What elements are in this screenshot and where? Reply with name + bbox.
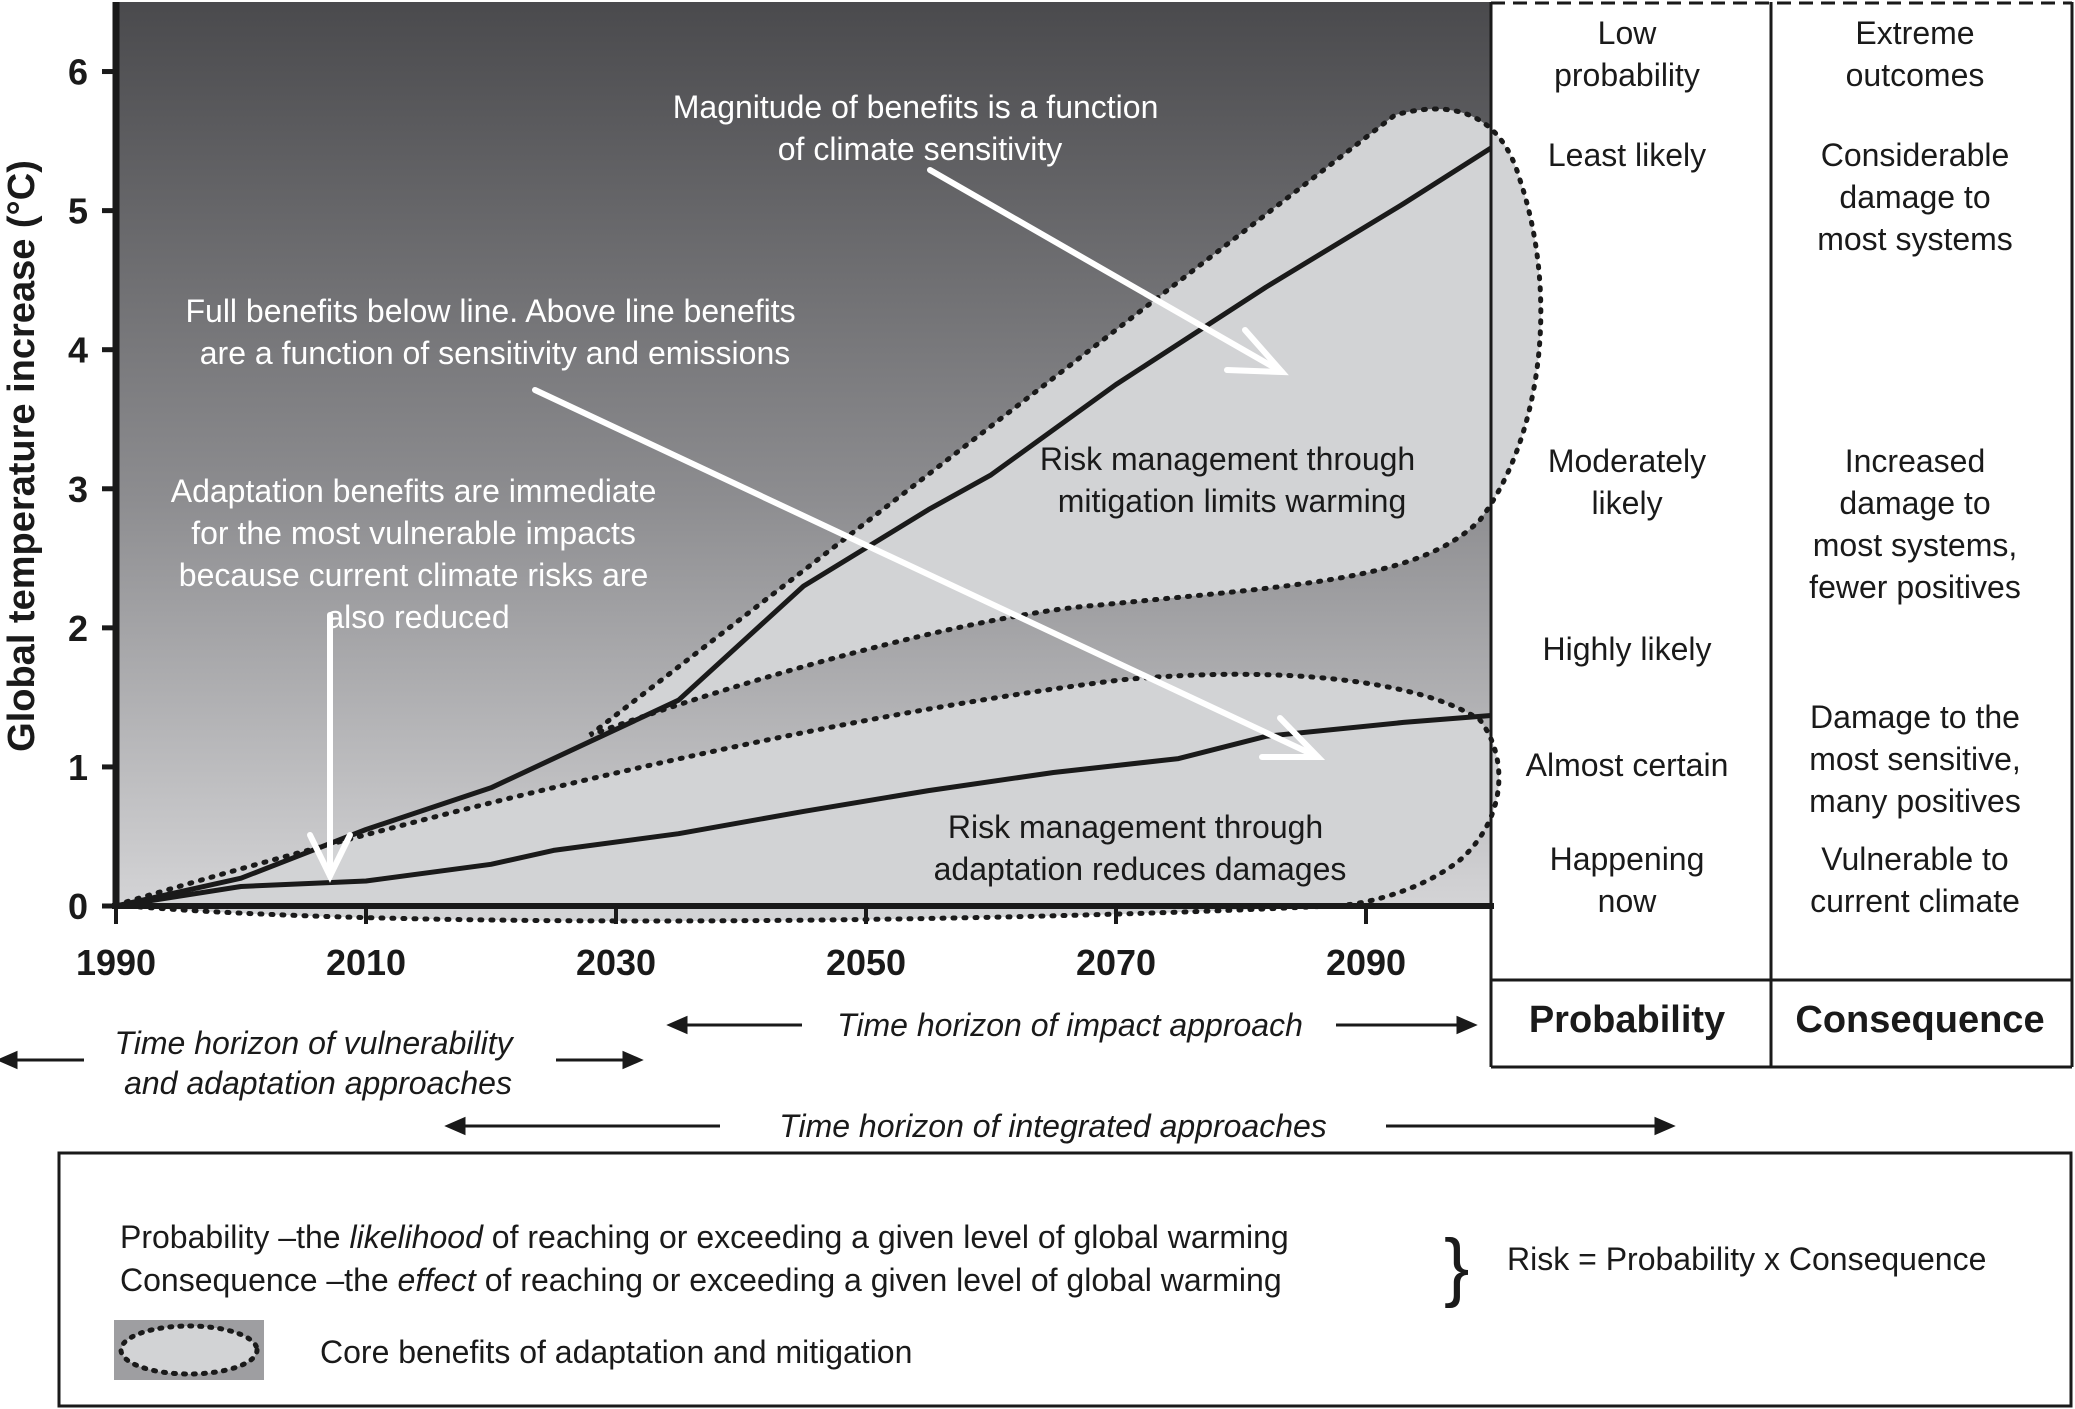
x-tick-label: 2010 (326, 942, 406, 983)
y-tick-label: 3 (68, 469, 88, 510)
time-horizons (0, 1015, 1676, 1136)
horizon-impact: Time horizon of impact approach (837, 1007, 1303, 1043)
consequence-cell: Vulnerable to current climate (1810, 841, 2020, 919)
legend-box: Probability –the likelihood of reaching … (57, 1151, 2073, 1408)
y-tick-label: 2 (68, 608, 88, 649)
legend-brace: } (1444, 1224, 1469, 1309)
consequence-cell: Extreme outcomes (1846, 15, 1985, 93)
tick-layer: 0 1 2 3 4 5 6 1990 2010 2030 2050 2070 2090 (68, 52, 1406, 983)
y-tick-label: 4 (68, 330, 88, 371)
legend-frame (57, 1151, 2073, 1408)
annotation-adaptation-immediate: Adaptation benefits are immediate for th… (171, 473, 666, 635)
legend-probability: Probability –the likelihood of reaching … (120, 1219, 1289, 1255)
x-tick-label: 2090 (1326, 942, 1406, 983)
annotation-full-benefits: Full benefits below line. Above line ben… (185, 293, 804, 371)
arrow-magnitude-head (1224, 327, 1289, 376)
consequence-header: Consequence (1795, 999, 2044, 1041)
x-tick-label: 2050 (826, 942, 906, 983)
y-tick-label: 6 (68, 52, 88, 93)
horizon-vulnerability: Time horizon of vulnerability and adapta… (115, 1025, 522, 1101)
legend-core-benefits: Core benefits of adaptation and mitigati… (320, 1334, 912, 1370)
probability-cell: Low probability (1554, 15, 1700, 93)
x-tick-label: 2030 (576, 942, 656, 983)
y-tick-label: 5 (68, 191, 88, 232)
y-axis-label: Global temperature increase (°C) (1, 160, 43, 752)
series-line-2 (115, 713, 1492, 909)
arrow-full-benefits (532, 387, 1321, 760)
arrow-magnitude (927, 167, 1285, 375)
annotation-arrows (307, 167, 1326, 883)
probability-header: Probability (1529, 999, 1725, 1041)
annotation-magnitude: Magnitude of benefits is a function of c… (673, 89, 1168, 167)
consequence-cell: Considerable damage to most systems (1817, 137, 2013, 257)
legend-risk-formula: Risk = Probability x Consequence (1507, 1241, 1986, 1277)
y-tick-label: 0 (68, 886, 88, 927)
probability-cell: Moderately likely (1548, 443, 1706, 521)
probability-cell: Highly likely (1543, 631, 1712, 667)
arrow-adaptation-head (307, 832, 353, 883)
y-tick-label: 1 (68, 747, 88, 788)
adaptation-benefit-zone (115, 671, 1502, 924)
horizon-integrated: Time horizon of integrated approaches (779, 1108, 1327, 1144)
legend-swatch-ellipse (118, 1323, 260, 1377)
legend-consequence: Consequence –the effect of reaching or e… (120, 1262, 1282, 1298)
consequence-cell: Increased damage to most systems, fewer pos… (1809, 443, 2021, 605)
arrow-full-benefits-head (1259, 715, 1326, 760)
risk-table: Low probability Extreme outcomes Least likel… (1489, 1, 2074, 1069)
consequence-cell: Damage to the most sensitive, many positiv… (1809, 699, 2021, 819)
table-cells: Low probability Extreme outcomes Least likel… (1526, 15, 2021, 919)
annotation-mitigation-zone: Risk management through mitigation limit… (1040, 441, 1424, 519)
probability-cell: Happening now (1550, 841, 1705, 919)
x-tick-label: 1990 (76, 942, 156, 983)
annotation-adaptation-zone: Risk management through adaptation reduc… (934, 809, 1347, 887)
probability-cell: Almost certain (1526, 747, 1729, 783)
probability-cell: Least likely (1548, 137, 1706, 173)
x-tick-label: 2070 (1076, 942, 1156, 983)
